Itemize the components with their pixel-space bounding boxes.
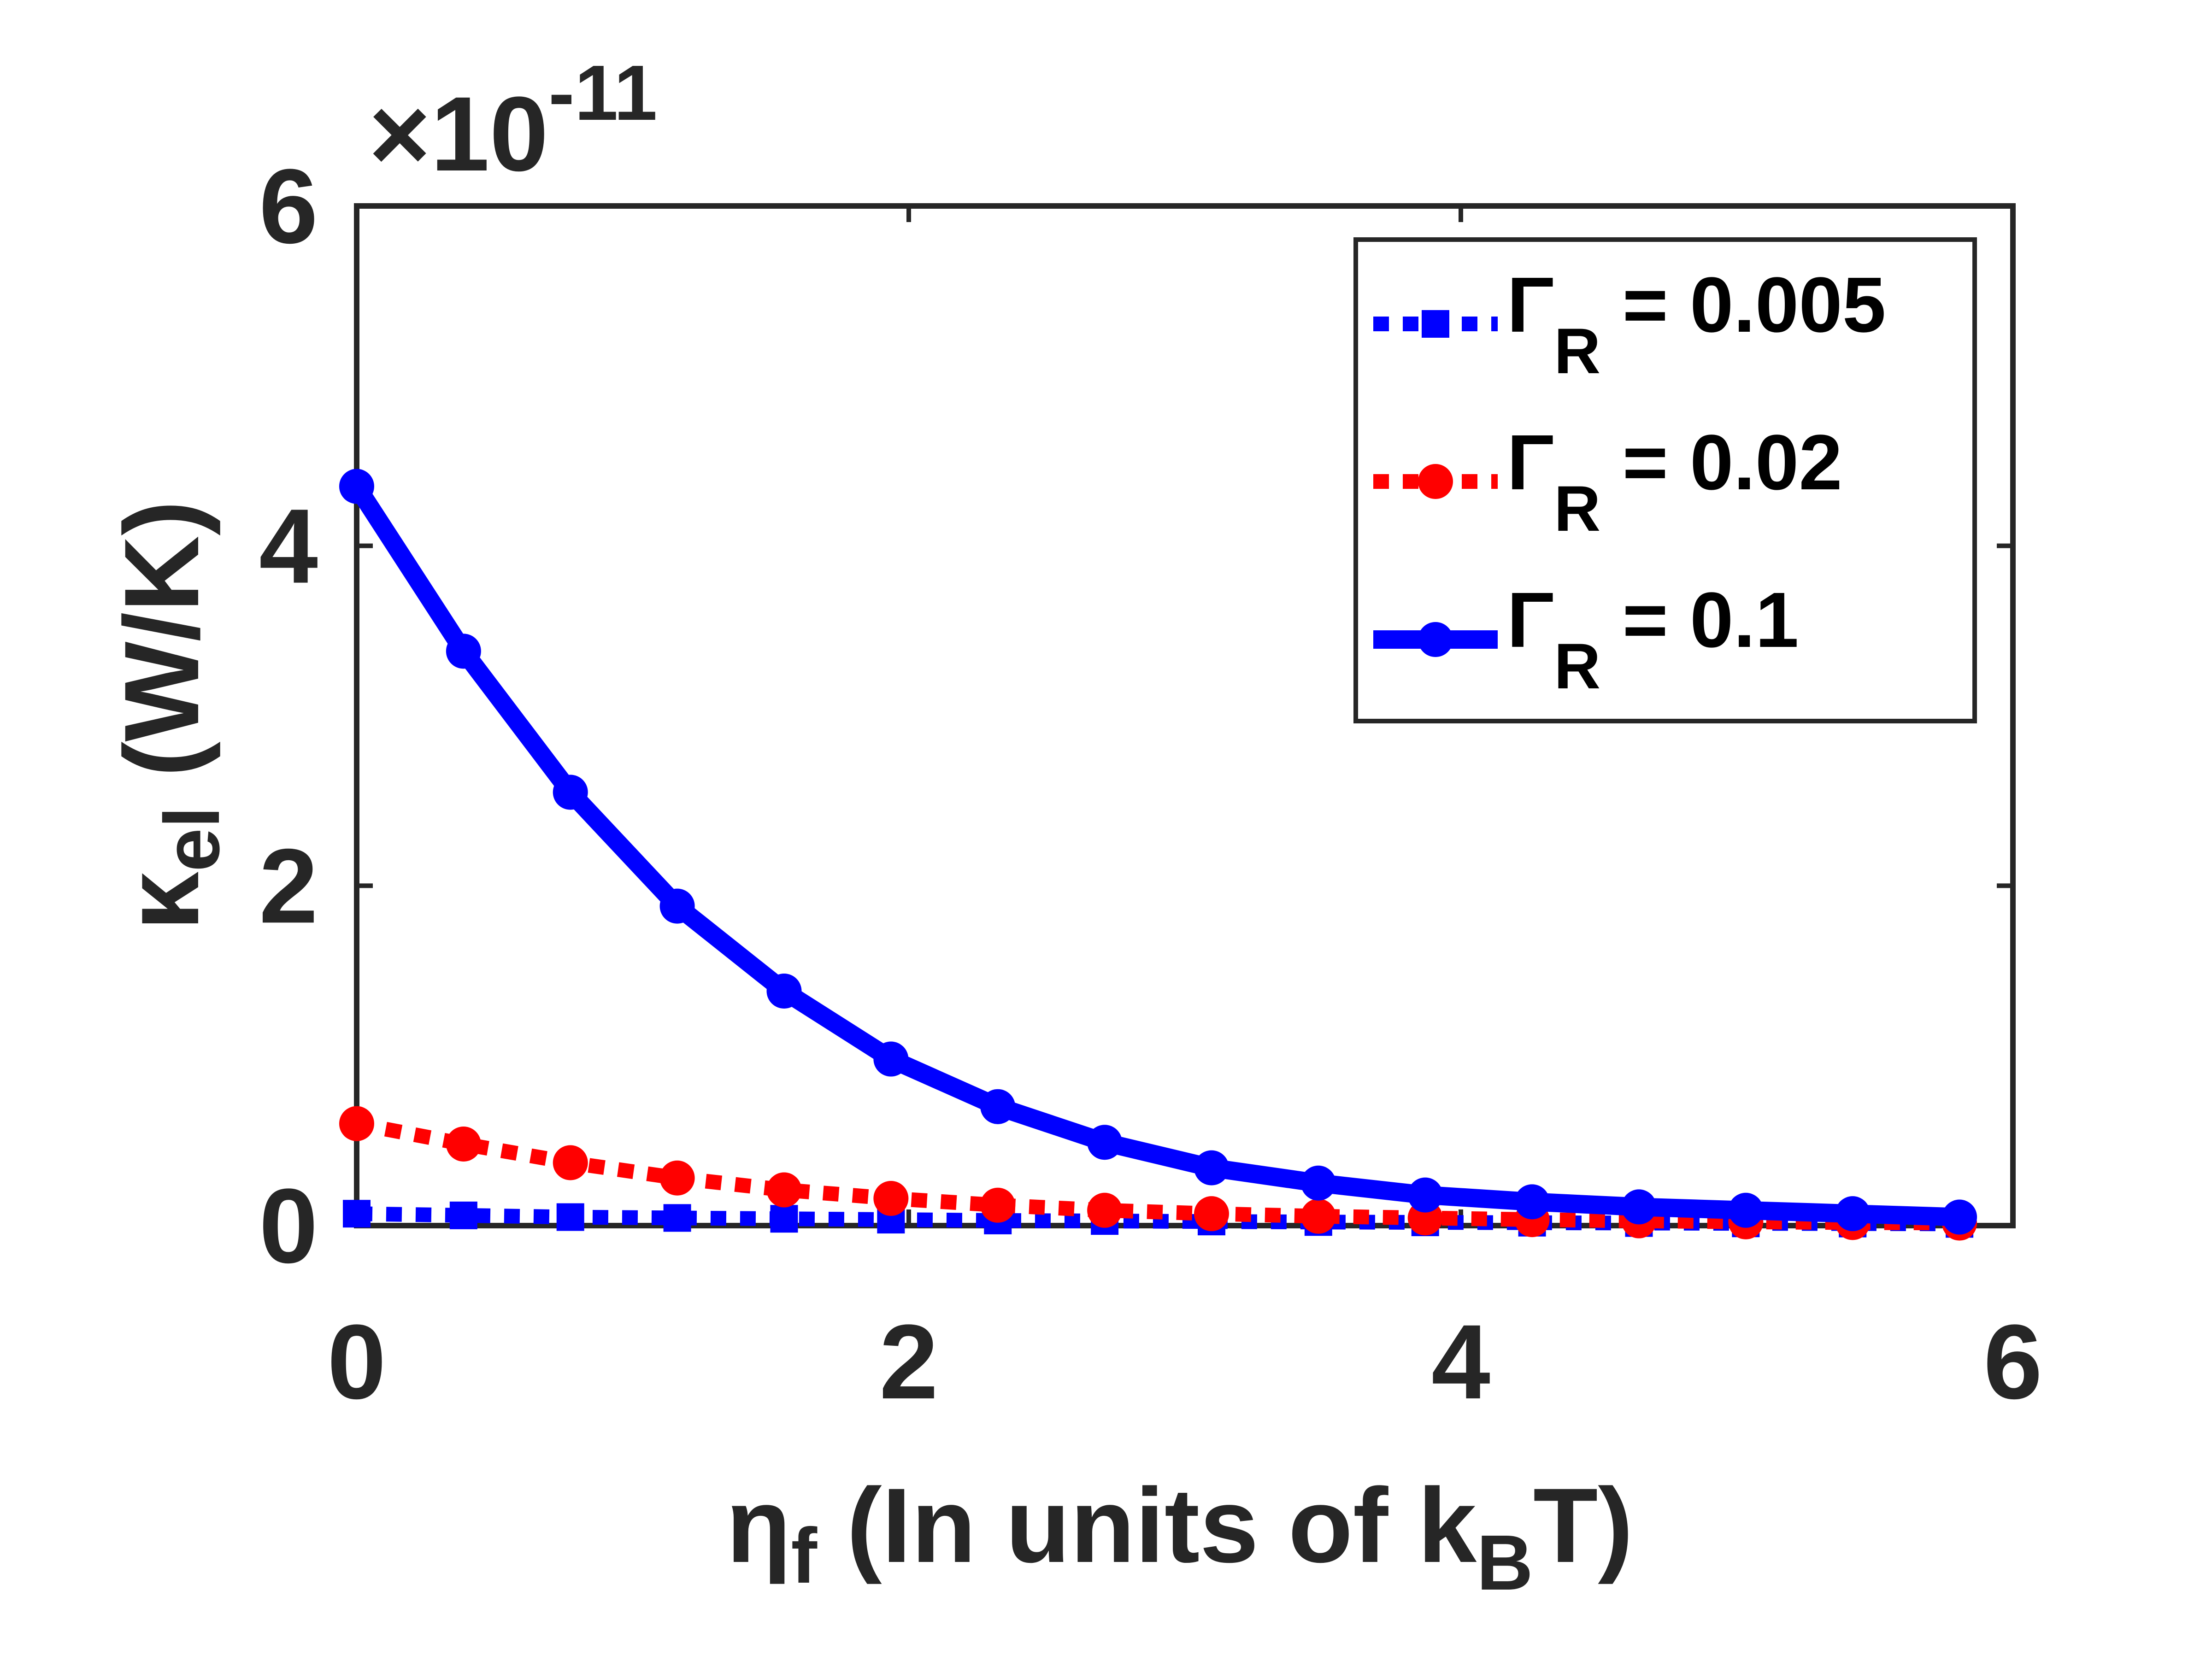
- legend-marker: [1422, 310, 1449, 338]
- data-point: [1300, 1165, 1336, 1201]
- data-point: [339, 1106, 374, 1141]
- legend-marker: [1418, 622, 1453, 657]
- data-point: [446, 1126, 481, 1162]
- legend-label-3: ΓR = 0.1: [1507, 576, 1799, 702]
- legend-sub-2: R: [1554, 472, 1600, 545]
- y-exponent-label: ×10-11: [369, 49, 657, 193]
- y-tick-label: 4: [259, 487, 318, 605]
- data-point: [446, 634, 481, 669]
- data-point: [980, 1089, 1016, 1124]
- legend-value-2: = 0.02: [1600, 419, 1842, 506]
- data-point: [873, 1180, 909, 1216]
- legend-sample-2: [1373, 464, 1498, 499]
- data-point: [343, 1200, 371, 1228]
- data-point: [339, 469, 374, 504]
- data-point: [1087, 1192, 1123, 1228]
- data-point: [553, 775, 588, 810]
- x-axis-label-text: (In units of k: [817, 1466, 1477, 1585]
- series-line: [349, 481, 1960, 1227]
- y-tick-label: 0: [259, 1167, 318, 1285]
- x-axis-label: ηf (In units of kBT): [726, 1466, 1633, 1607]
- legend-sample-1: [1373, 310, 1498, 338]
- series-line: [355, 1116, 1960, 1231]
- data-point: [1514, 1184, 1550, 1220]
- legend-symbol-3: Γ: [1507, 576, 1554, 664]
- data-point: [1407, 1177, 1443, 1213]
- data-point: [980, 1187, 1016, 1223]
- x-tick-label: 6: [1983, 1303, 2042, 1421]
- x-tick-label: 0: [327, 1303, 386, 1421]
- y-exponent-value: -11: [548, 49, 657, 137]
- legend-samples: [1373, 310, 1498, 657]
- y-tick-label: 6: [259, 147, 318, 265]
- data-point: [553, 1145, 588, 1180]
- data-point: [1835, 1196, 1871, 1232]
- data-point: [1621, 1189, 1657, 1225]
- legend-symbol-2: Γ: [1507, 419, 1554, 506]
- data-point: [1728, 1192, 1764, 1228]
- legend-symbol-1: Γ: [1507, 261, 1554, 349]
- data-point: [873, 1041, 909, 1077]
- data-point: [1300, 1198, 1336, 1234]
- data-point: [766, 1172, 802, 1208]
- data-point: [663, 1204, 691, 1232]
- tick-labels: 0 2 4 6 0 2 4 6: [259, 147, 2042, 1421]
- legend-sub-1: R: [1554, 315, 1600, 387]
- series-3: [339, 469, 1977, 1235]
- y-exponent-prefix: ×10: [369, 75, 548, 193]
- x-axis-label-subscript: B: [1477, 1519, 1533, 1607]
- y-axis-unit: (W/K): [102, 500, 221, 806]
- legend-label-2: ΓR = 0.02: [1507, 419, 1842, 545]
- data-point: [556, 1203, 584, 1231]
- data-point: [1942, 1199, 1977, 1235]
- svg-text:κel (W/K): κel (W/K): [102, 500, 236, 931]
- x-axis-subscript: f: [791, 1512, 818, 1600]
- legend-sample-3: [1373, 622, 1498, 657]
- series-layer: [339, 469, 1977, 1241]
- data-point: [770, 1205, 798, 1233]
- legend-value-3: = 0.1: [1600, 576, 1799, 664]
- data-point: [766, 974, 802, 1009]
- legend-value-1: = 0.005: [1600, 261, 1886, 349]
- x-tick-label: 2: [879, 1303, 938, 1421]
- x-axis-label-end: T): [1533, 1466, 1633, 1585]
- data-point: [1194, 1196, 1229, 1232]
- x-axis-symbol: η: [726, 1466, 791, 1585]
- y-tick-label: 2: [259, 827, 318, 945]
- data-point: [1087, 1125, 1123, 1160]
- legend-marker: [1418, 464, 1453, 499]
- legend-label-1: ΓR = 0.005: [1507, 261, 1886, 387]
- y-axis-label: κel (W/K): [102, 500, 236, 931]
- data-point: [449, 1201, 477, 1229]
- x-tick-label: 4: [1431, 1303, 1490, 1421]
- legend-sub-3: R: [1554, 630, 1600, 702]
- legend: ΓR = 0.005 ΓR = 0.02 ΓR = 0.1: [1353, 237, 1977, 723]
- data-point: [1194, 1150, 1229, 1186]
- data-point: [659, 1160, 695, 1196]
- y-axis-subscript: el: [148, 806, 236, 872]
- y-axis-symbol: κ: [102, 871, 221, 931]
- data-point: [659, 888, 695, 924]
